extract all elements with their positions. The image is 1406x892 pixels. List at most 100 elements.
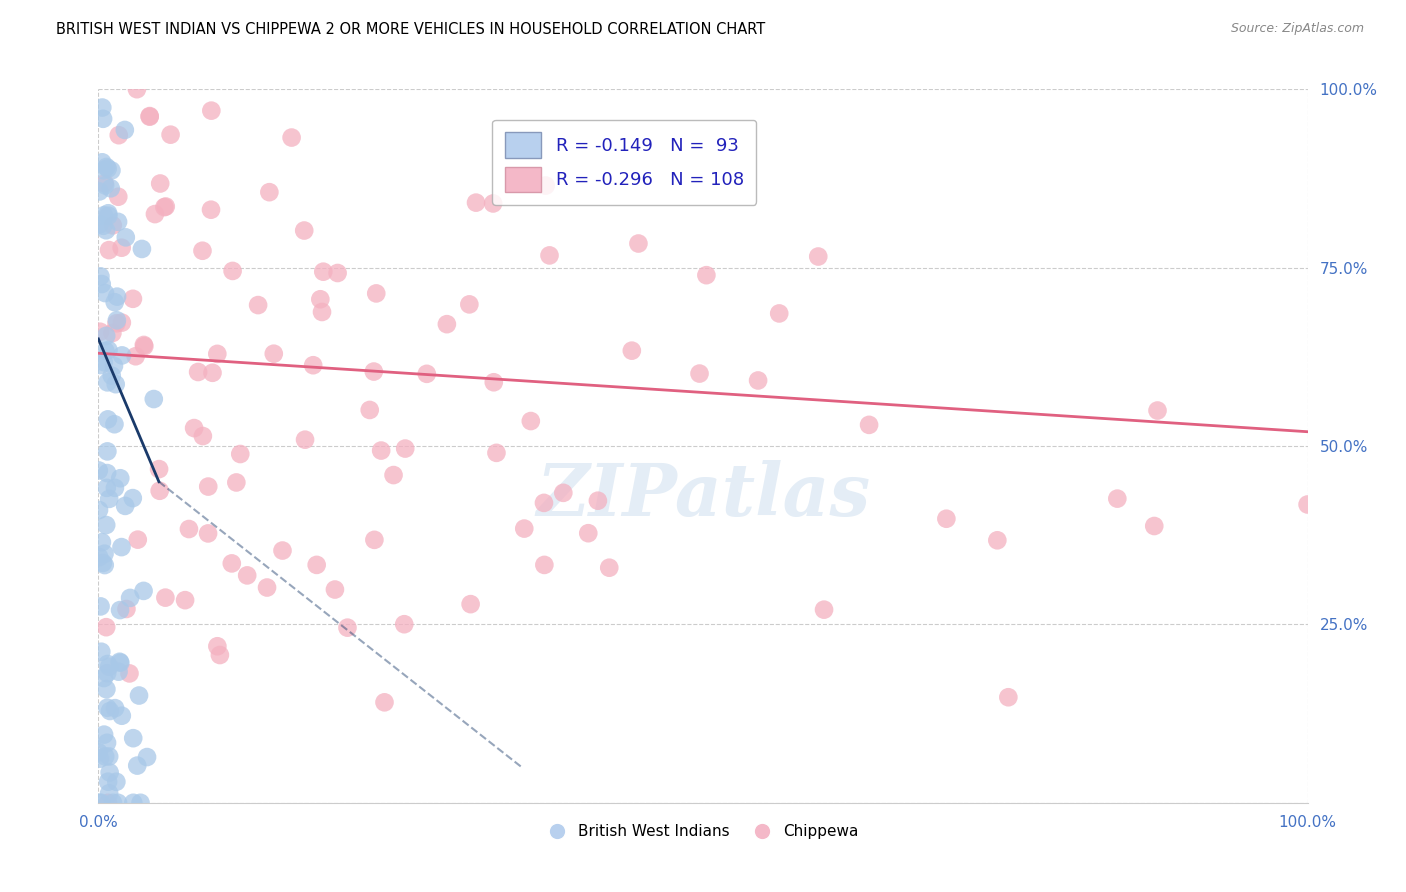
Point (225, 475, 247, 490)
Point (197, 526, 219, 541)
Point (120, 591, 142, 605)
Legend: British West Indians, Chippewa: British West Indians, Chippewa (541, 818, 865, 845)
Point (107, 215, 129, 229)
Point (125, 82, 148, 96)
Point (1143, 519, 1166, 533)
Point (128, 689, 150, 703)
Point (100, 181, 122, 195)
Point (363, 365, 385, 379)
Point (129, 796, 152, 810)
Point (94, 286, 117, 301)
Point (96, 160, 118, 174)
Point (807, 250, 830, 264)
Point (107, 190, 129, 204)
Point (107, 665, 129, 679)
Point (89, 358, 111, 372)
Point (87, 503, 110, 517)
Point (858, 417, 880, 432)
Point (97, 657, 120, 671)
Point (221, 264, 243, 278)
Point (103, 417, 125, 432)
Point (98, 243, 121, 257)
Point (485, 446, 508, 460)
Point (247, 298, 270, 312)
Point (149, 177, 172, 191)
Point (280, 130, 302, 145)
Point (111, 708, 134, 723)
Point (359, 403, 381, 417)
Point (458, 297, 481, 311)
Point (91, 101, 114, 115)
Point (482, 196, 505, 211)
Point (87, 463, 110, 477)
Point (259, 185, 281, 199)
Point (118, 666, 141, 681)
Point (309, 292, 332, 306)
Point (131, 242, 153, 256)
Point (90, 645, 112, 659)
Point (91, 155, 114, 169)
Point (89, 325, 111, 339)
Point (221, 557, 243, 571)
Point (138, 109, 160, 123)
Text: Source: ZipAtlas.com: Source: ZipAtlas.com (1230, 22, 1364, 36)
Point (97, 796, 120, 810)
Point (533, 558, 555, 572)
Point (159, 128, 181, 142)
Point (91, 556, 114, 570)
Point (93, 163, 115, 178)
Point (436, 317, 458, 331)
Point (142, 392, 165, 406)
Point (482, 376, 505, 390)
Point (138, 110, 160, 124)
Point (208, 648, 231, 662)
Point (108, 655, 131, 669)
Point (104, 701, 127, 715)
Point (90, 599, 112, 614)
Point (110, 471, 132, 485)
Point (747, 374, 769, 388)
Point (103, 359, 125, 373)
Point (104, 377, 127, 392)
Point (105, 313, 128, 327)
Point (627, 236, 650, 251)
Point (96, 481, 118, 495)
Point (236, 568, 259, 582)
Point (98, 704, 121, 718)
Point (382, 468, 405, 483)
Point (201, 366, 224, 380)
Point (96, 682, 118, 697)
Point (96, 700, 118, 714)
Point (101, 326, 124, 340)
Point (312, 265, 335, 279)
Point (768, 306, 790, 320)
Point (107, 128, 129, 143)
Point (336, 621, 359, 635)
Point (294, 433, 316, 447)
Point (187, 365, 209, 379)
Point (100, 163, 122, 178)
Point (98, 749, 121, 764)
Point (394, 442, 416, 456)
Point (94, 223, 117, 237)
Point (143, 207, 166, 221)
Point (97, 209, 120, 223)
Point (89, 269, 111, 284)
Point (153, 200, 176, 214)
Point (98, 491, 121, 506)
Point (97, 206, 120, 220)
Point (93, 558, 115, 572)
Point (111, 316, 134, 330)
Point (105, 290, 128, 304)
Point (460, 597, 482, 611)
Point (96, 736, 118, 750)
Point (553, 486, 575, 500)
Point (207, 639, 229, 653)
Point (89, 549, 111, 564)
Point (513, 522, 536, 536)
Point (97, 774, 120, 789)
Point (90, 277, 112, 291)
Point (416, 367, 439, 381)
Point (93, 177, 115, 191)
Point (122, 796, 145, 810)
